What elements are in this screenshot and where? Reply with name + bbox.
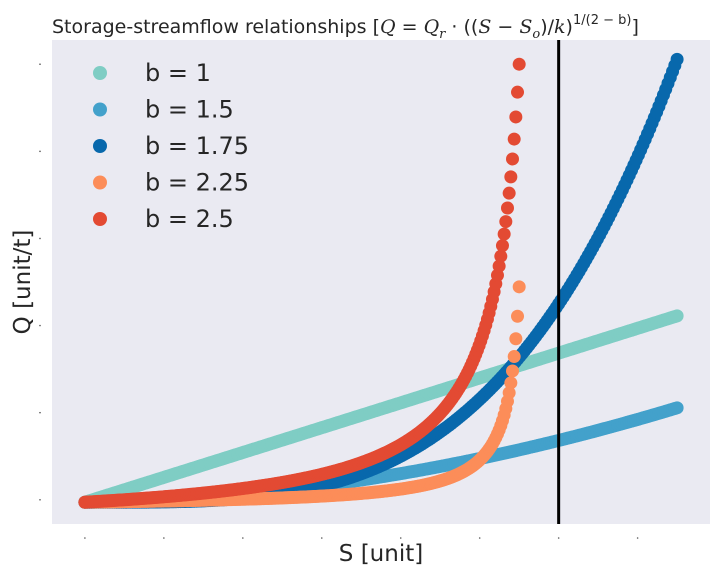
y-tick-mark [39,63,41,65]
chart-title: Storage-streamflow relationships [Q = Qr… [52,13,639,42]
legend-label: b = 1 [145,59,211,87]
data-point [511,85,525,99]
data-point [499,215,513,229]
data-point [512,57,526,71]
y-tick-mark [39,237,41,240]
x-tick-mark [557,537,560,539]
data-point [506,364,519,378]
data-point [509,110,523,124]
series-layer [78,52,684,509]
legend-marker [93,66,107,80]
x-tick-mark [399,537,402,539]
data-point [507,132,521,146]
x-tick-mark [163,537,165,539]
data-point [507,350,521,364]
data-point [494,249,508,263]
data-point [492,259,506,273]
legend-marker [93,175,107,190]
legend-marker [93,212,107,226]
legend-marker [93,139,107,153]
data-point [497,227,511,241]
data-point [512,280,526,294]
data-point [511,309,525,323]
legend-marker [93,102,107,117]
x-axis-label: S [unit] [339,541,423,567]
x-tick-mark [636,537,639,539]
legend: b = 1 b = 1.5 b = 1.75 b = 2.25 b = 2.5 [93,59,249,233]
data-point [506,152,519,166]
y-tick-mark [39,150,41,153]
data-point [502,386,516,400]
series-b-2-5 [78,57,526,509]
data-point [504,170,518,184]
data-point [509,332,523,346]
y-axis-label: Q [unit/t] [10,230,36,335]
legend-label: b = 2.25 [145,169,249,197]
data-point [495,239,509,253]
x-tick-mark [478,537,481,539]
y-tick-mark [39,411,41,414]
data-point [670,52,684,66]
plot-area [52,40,710,524]
data-point [504,376,518,390]
tick-marks [39,63,639,539]
data-point [502,186,516,200]
legend-label: b = 1.5 [145,96,234,124]
y-tick-mark [39,499,41,501]
legend-label: b = 2.5 [145,205,234,233]
x-tick-mark [242,537,244,539]
data-point [670,309,684,323]
x-tick-mark [320,537,323,539]
data-point [670,401,684,415]
x-tick-mark [84,537,86,539]
y-tick-mark [39,324,41,327]
data-point [500,201,514,215]
legend-label: b = 1.75 [145,132,249,160]
